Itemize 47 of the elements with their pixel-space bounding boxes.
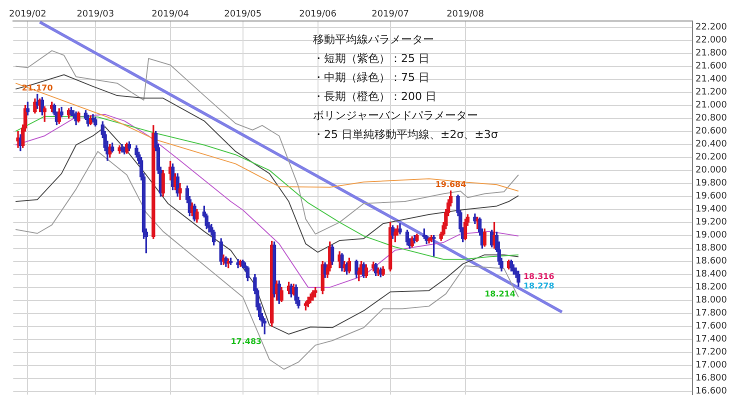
y-tick-label: 22.200 xyxy=(696,22,728,33)
y-tick-label: 20.800 xyxy=(696,114,728,124)
y-tick-label: 18.600 xyxy=(696,256,728,267)
x-tick-label: 2019/04 xyxy=(152,10,190,20)
annotation: ・中期（緑色）：75 日 xyxy=(313,70,430,86)
x-tick-label: 2019/03 xyxy=(76,10,114,20)
annotation: ・長期（橙色）：200 日 xyxy=(313,89,438,105)
y-tick-label: 18.800 xyxy=(696,244,728,254)
annotation: ・25 日単純移動平均線、±2σ、±3σ xyxy=(313,127,498,143)
x-tick-label: 2019/05 xyxy=(224,10,262,20)
y-tick-label: 17.400 xyxy=(696,334,728,345)
y-tick-label: 18.200 xyxy=(696,282,728,293)
annotation: 17.483 xyxy=(230,337,262,346)
y-tick-label: 18.400 xyxy=(696,270,728,280)
y-tick-label: 21.600 xyxy=(696,62,728,72)
y-tick-label: 21.000 xyxy=(696,100,728,111)
y-tick-label: 20.400 xyxy=(696,140,728,150)
x-tick-label: 2019/06 xyxy=(299,10,337,20)
y-tick-label: 19.400 xyxy=(696,204,728,215)
y-tick-label: 17.600 xyxy=(696,322,728,332)
y-tick-label: 22.000 xyxy=(696,36,728,46)
y-tick-label: 21.800 xyxy=(696,48,728,59)
y-tick-label: 19.600 xyxy=(696,192,728,202)
y-tick-label: 17.800 xyxy=(696,308,728,319)
annotation: 18.316 xyxy=(523,272,555,281)
y-tick-label: 20.200 xyxy=(696,152,728,163)
x-tick-label: 2019/07 xyxy=(372,10,410,20)
y-tick-label: 20.600 xyxy=(696,126,728,137)
y-tick-label: 19.800 xyxy=(696,178,728,189)
y-tick-label: 17.000 xyxy=(696,360,728,371)
annotation: 移動平均線パラメーター xyxy=(313,32,435,48)
y-tick-label: 19.200 xyxy=(696,218,728,228)
y-tick-label: 20.000 xyxy=(696,166,728,176)
x-tick-label: 2019/08 xyxy=(446,10,484,20)
y-tick-label: 21.200 xyxy=(696,88,728,98)
y-tick-label: 19.000 xyxy=(696,230,728,241)
x-tick-label: 2019/02 xyxy=(9,10,46,20)
y-tick-label: 21.400 xyxy=(696,74,728,85)
annotation: ・短期（紫色）：25 日 xyxy=(313,51,430,67)
y-tick-label: 16.800 xyxy=(696,374,728,384)
y-tick-label: 17.200 xyxy=(696,348,728,358)
y-tick-label: 16.600 xyxy=(696,386,728,397)
annotation: 18.214 xyxy=(484,290,516,299)
annotation: 18.278 xyxy=(523,281,555,290)
annotation: ボリンジャーバンドパラメーター xyxy=(313,108,479,124)
y-tick-label: 18.000 xyxy=(696,296,728,306)
annotation: 19.684 xyxy=(435,180,467,189)
